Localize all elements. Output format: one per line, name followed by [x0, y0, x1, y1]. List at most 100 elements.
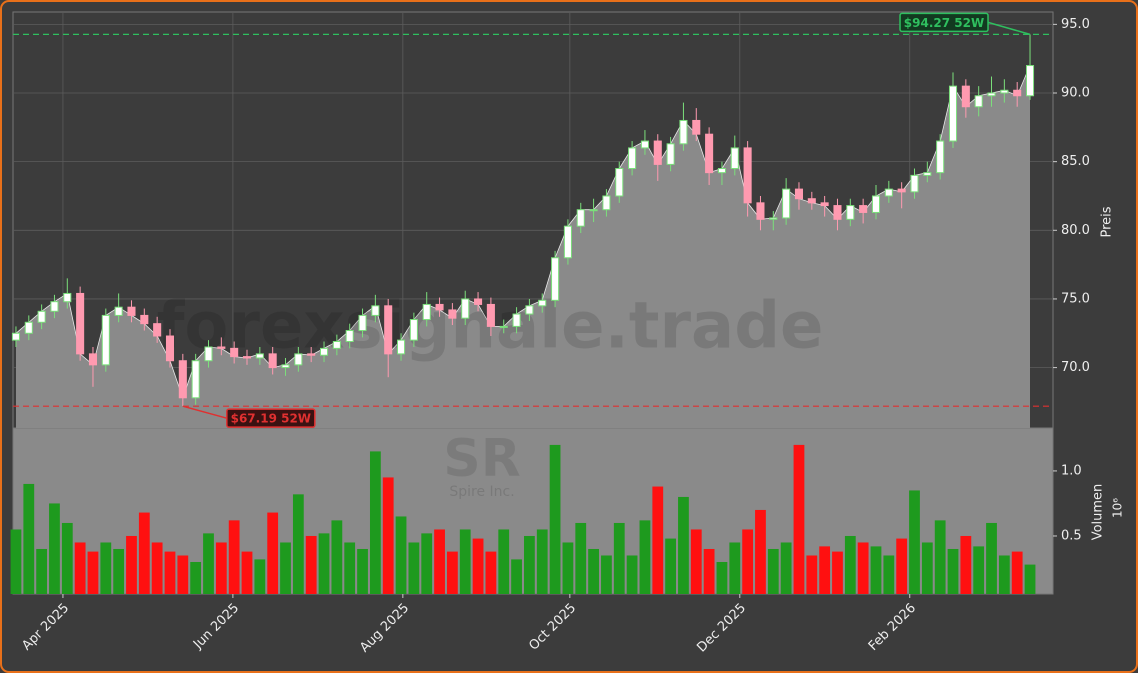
- y-tick-label: 85.0: [1061, 154, 1090, 169]
- volume-bar: [151, 542, 163, 594]
- volume-bar: [896, 538, 908, 594]
- volume-bar: [228, 520, 240, 594]
- volume-bar: [934, 520, 946, 594]
- candle-body: [563, 225, 572, 259]
- candle-body: [165, 335, 175, 362]
- candle-body: [833, 205, 842, 220]
- volume-bar: [472, 538, 484, 594]
- candle-body: [384, 305, 393, 355]
- candle-body: [987, 92, 996, 97]
- candle-body: [153, 323, 162, 337]
- volume-bar: [819, 546, 831, 594]
- annotation-box: [899, 12, 989, 33]
- candle-body: [499, 325, 508, 328]
- candle-body: [37, 310, 46, 323]
- volume-bar: [639, 520, 651, 594]
- candle-body: [974, 95, 983, 108]
- volume-bar: [575, 522, 587, 594]
- candle-body: [140, 314, 149, 325]
- volume-bar: [524, 535, 535, 594]
- volume-bar: [986, 522, 997, 594]
- candle-body: [422, 303, 431, 321]
- volume-bar: [459, 529, 471, 594]
- volume-bar: [10, 529, 22, 594]
- candle-body: [512, 313, 521, 327]
- volume-bar: [780, 542, 792, 594]
- candle-body: [897, 188, 906, 193]
- volume-bar: [138, 512, 150, 594]
- candle-body: [435, 303, 444, 311]
- candle-body: [653, 140, 662, 165]
- volume-bar: [100, 542, 112, 594]
- volume-bar: [177, 555, 189, 594]
- candle-body: [281, 364, 290, 369]
- annotation-box: [226, 408, 316, 428]
- candle-body: [409, 319, 418, 341]
- candle-body: [820, 202, 829, 207]
- candle-body: [692, 119, 701, 135]
- candle-body: [204, 346, 213, 362]
- volume-bar: [678, 496, 689, 594]
- volume-bar: [793, 444, 805, 594]
- candle-body: [936, 140, 945, 174]
- candle-body: [666, 143, 675, 165]
- symbol-watermark: SR: [443, 429, 521, 489]
- candle-body: [114, 306, 123, 316]
- y-tick-label: 80.0: [1061, 223, 1090, 238]
- candle-body: [24, 321, 33, 334]
- candle-body: [859, 205, 868, 213]
- close-area: [16, 65, 1030, 428]
- candle-body: [615, 168, 624, 197]
- y-tick-label: 70.0: [1061, 360, 1090, 375]
- volume-bar: [844, 535, 856, 594]
- volume-bar: [74, 542, 86, 594]
- annotation-label: $94.27 52W: [904, 16, 984, 30]
- company-watermark: Spire Inc.: [449, 484, 514, 500]
- candle-body: [628, 147, 637, 170]
- candle-body: [242, 356, 252, 359]
- candle-body: [1000, 89, 1009, 94]
- candle-body: [76, 292, 85, 355]
- volume-bar: [369, 451, 381, 594]
- candle-body: [910, 174, 919, 193]
- annotation-arrow: [987, 21, 1031, 36]
- candle-body: [846, 205, 855, 220]
- candle-body: [807, 198, 816, 204]
- candle-body: [961, 85, 970, 108]
- candle-body: [178, 360, 187, 399]
- y2-tick-label: 0.5: [1061, 528, 1082, 543]
- candle-body: [525, 305, 534, 315]
- volume-bar: [857, 542, 869, 594]
- candle-body: [730, 147, 739, 170]
- candle-body: [461, 298, 470, 319]
- y2-axis-label: Volumen: [1091, 484, 1106, 541]
- candle-body: [1025, 65, 1035, 97]
- candle-body: [589, 209, 598, 212]
- volume-bar: [331, 520, 343, 594]
- candle-body: [474, 298, 483, 305]
- volume-bar: [113, 548, 125, 594]
- candle-body: [640, 140, 649, 149]
- volume-bar: [960, 535, 972, 594]
- y2-axis-scale: 10⁶: [1111, 498, 1125, 518]
- candle-body: [268, 353, 277, 369]
- volume-bar: [305, 535, 317, 594]
- volume-bar: [832, 551, 843, 594]
- candle-body: [551, 257, 560, 301]
- candle-body: [230, 347, 239, 358]
- candle-body: [794, 188, 803, 200]
- candle-body: [345, 330, 354, 343]
- candle-body: [307, 353, 316, 356]
- candle-body: [319, 347, 329, 356]
- volume-bar: [203, 533, 214, 594]
- candle-body: [101, 314, 110, 366]
- volume-bar: [511, 559, 522, 594]
- volume-bar: [280, 542, 291, 594]
- candle-body: [294, 353, 303, 366]
- y2-tick-label: 1.0: [1061, 463, 1082, 478]
- volume-bar: [23, 483, 35, 594]
- volume-bar: [446, 551, 458, 594]
- volume-bar: [1011, 551, 1023, 594]
- volume-bar: [690, 529, 702, 594]
